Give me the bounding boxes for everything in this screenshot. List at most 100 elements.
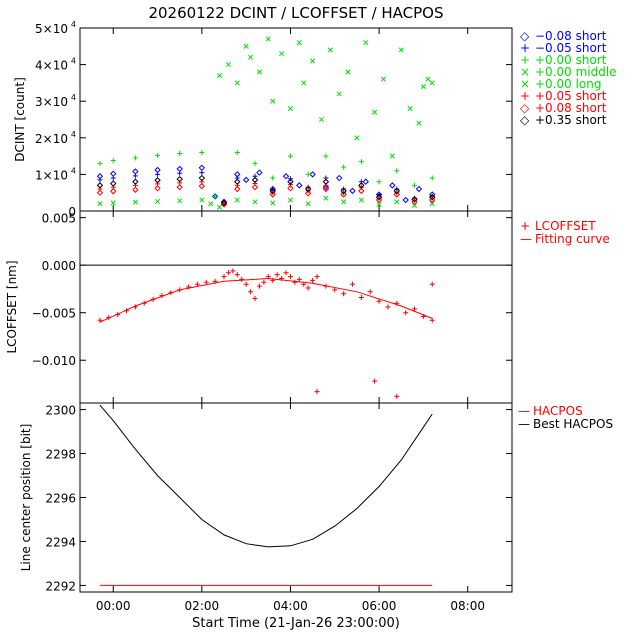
- y-tick-label: −0.005: [32, 307, 76, 321]
- data-point: [340, 187, 347, 195]
- data-point: [362, 178, 369, 185]
- legend-label: Fitting curve: [535, 232, 610, 246]
- y-tick-exponent: 4: [71, 130, 76, 139]
- y-tick-label: 2298: [45, 448, 76, 462]
- data-point: [416, 120, 422, 126]
- data-point: [132, 199, 138, 205]
- data-point: [269, 187, 276, 195]
- legend-symbol: —: [520, 232, 532, 246]
- data-point: [376, 298, 382, 304]
- data-point: [198, 174, 206, 182]
- data-point: [429, 193, 436, 201]
- data-point: [310, 277, 316, 283]
- data-point: [217, 204, 223, 210]
- y-axis-label: LCOFFSET [nm]: [5, 260, 19, 353]
- data-point: [221, 274, 227, 280]
- legend-label: −0.05 short: [535, 41, 607, 55]
- series--0-00-middle: [217, 36, 435, 159]
- x-tick-label: 08:00: [450, 599, 485, 613]
- data-point: [345, 69, 351, 75]
- data-point: [394, 199, 400, 205]
- data-point: [429, 175, 435, 181]
- data-point: [429, 201, 435, 207]
- legend-symbol: +: [520, 89, 530, 103]
- y-tick-exponent: 4: [71, 93, 76, 102]
- data-point: [251, 176, 259, 184]
- y-tick-exponent: 4: [71, 57, 76, 66]
- data-point: [411, 196, 418, 203]
- series--0-00-short: [97, 149, 435, 207]
- data-point: [287, 274, 293, 280]
- data-point: [327, 47, 333, 53]
- data-point: [296, 40, 302, 46]
- data-point: [132, 168, 139, 175]
- y-tick-label: 4×10: [35, 59, 68, 73]
- data-point: [429, 80, 435, 86]
- data-point: [287, 153, 293, 159]
- data-point: [270, 175, 276, 181]
- data-point: [154, 177, 161, 184]
- data-point: [372, 378, 378, 384]
- plot-frame: [79, 210, 513, 404]
- data-point: [314, 274, 320, 280]
- data-point: [304, 190, 312, 197]
- data-point: [132, 173, 138, 179]
- data-point: [155, 152, 161, 158]
- data-point: [251, 184, 259, 191]
- panel-lcoffset: 0.005 0.000 −0.005 −0.010 LCOFFSET [nm] + LCOF…: [5, 210, 610, 404]
- data-point: [420, 84, 426, 90]
- data-point: [354, 135, 360, 141]
- data-point: [234, 178, 241, 185]
- data-point: [411, 202, 418, 209]
- data-point: [358, 197, 364, 203]
- y-tick-label: 1×10: [35, 168, 68, 182]
- data-point: [132, 186, 139, 193]
- data-point: [305, 285, 311, 291]
- data-point: [234, 80, 240, 86]
- data-point: [248, 289, 254, 295]
- data-point: [367, 289, 373, 295]
- x-tick-label: 02:00: [185, 599, 220, 613]
- data-point: [393, 191, 401, 198]
- data-point: [96, 182, 104, 189]
- data-point: [154, 185, 161, 192]
- legend-label: LCOFFSET: [535, 219, 596, 233]
- chart-title: 20260122 DCINT / LCOFFSET / HACPOS: [148, 4, 443, 22]
- data-point: [389, 153, 395, 159]
- data-point: [203, 279, 209, 285]
- data-point: [412, 182, 418, 188]
- data-point: [341, 164, 347, 170]
- data-point: [256, 69, 262, 75]
- y-tick-label: 2296: [45, 492, 76, 506]
- y-tick-label: 2300: [45, 404, 76, 418]
- data-point: [208, 201, 214, 207]
- data-point: [385, 304, 391, 310]
- data-point: [380, 76, 387, 82]
- x-tick-label: 06:00: [362, 599, 397, 613]
- data-point: [282, 173, 290, 180]
- data-point: [358, 187, 365, 195]
- data-point: [239, 276, 245, 282]
- legend-symbol: ×: [520, 65, 530, 79]
- data-point: [314, 389, 320, 395]
- data-point: [394, 393, 400, 399]
- data-point: [394, 168, 400, 174]
- data-point: [177, 170, 183, 176]
- legend-label: +0.00 middle: [535, 65, 617, 79]
- data-point: [234, 185, 241, 193]
- data-point: [110, 157, 116, 163]
- y-tick-exponent: 4: [71, 20, 76, 29]
- legend-symbol: +: [520, 219, 530, 233]
- plot-frame: [79, 402, 513, 593]
- legend-label: +0.00 short: [535, 53, 607, 67]
- data-point: [176, 175, 183, 183]
- data-point: [132, 178, 139, 185]
- series-fitting-curve: [99, 277, 433, 323]
- data-point: [270, 98, 276, 104]
- data-point: [309, 171, 316, 178]
- x-axis-label: Start Time (21-Jan-26 23:00:00): [192, 616, 400, 631]
- data-point: [287, 105, 294, 112]
- y-tick-label: 2292: [45, 579, 76, 593]
